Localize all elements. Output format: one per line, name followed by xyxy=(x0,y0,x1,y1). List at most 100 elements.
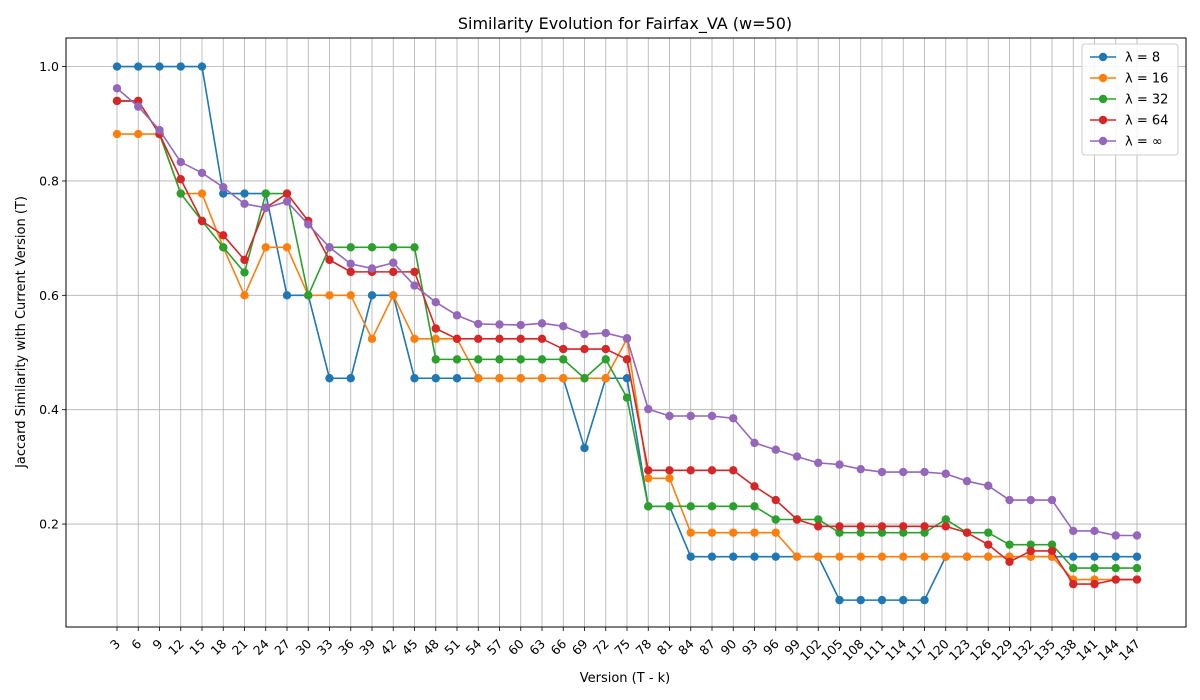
data-point xyxy=(941,522,950,531)
data-point xyxy=(686,411,695,421)
data-point xyxy=(665,474,674,483)
x-tick-label: 45 xyxy=(399,636,421,658)
data-point xyxy=(367,334,377,343)
data-point xyxy=(1047,540,1057,549)
data-point xyxy=(537,334,547,343)
data-point xyxy=(750,482,759,491)
data-point xyxy=(941,552,950,561)
legend-item: λ = 64 xyxy=(1090,114,1168,129)
data-point xyxy=(835,552,844,561)
data-point xyxy=(962,528,972,537)
data-point xyxy=(431,334,440,343)
x-tick-label: 48 xyxy=(420,636,442,658)
data-point xyxy=(431,355,440,364)
data-point xyxy=(516,355,525,364)
data-point xyxy=(644,404,653,414)
data-point xyxy=(750,502,759,511)
data-point xyxy=(835,460,844,469)
x-tick-label: 39 xyxy=(356,636,378,658)
data-point xyxy=(367,243,377,252)
x-tick-label: 78 xyxy=(633,636,655,658)
y-axis-label: Jaccard Similarity with Current Version … xyxy=(14,196,29,469)
data-point xyxy=(134,129,143,139)
x-tick-label: 3 xyxy=(107,636,123,652)
data-point xyxy=(622,355,632,364)
data-point xyxy=(686,466,695,475)
data-point xyxy=(304,291,313,300)
data-point xyxy=(580,330,589,339)
data-point xyxy=(261,243,270,252)
data-point xyxy=(240,189,249,198)
data-point xyxy=(452,374,462,383)
data-point xyxy=(899,595,908,605)
data-point xyxy=(346,259,355,269)
data-point xyxy=(686,502,695,511)
legend: λ = 8 λ = 16 λ = 32 λ = 64 λ = ∞ xyxy=(1081,43,1179,156)
data-point xyxy=(176,189,185,198)
data-point xyxy=(580,374,589,383)
data-point xyxy=(474,319,483,329)
series-4 xyxy=(112,96,1142,589)
data-point xyxy=(601,328,610,338)
plot-area xyxy=(65,37,1187,628)
x-tick-label: 69 xyxy=(569,636,591,658)
data-point xyxy=(707,411,717,421)
data-point xyxy=(580,443,589,453)
data-point xyxy=(771,495,780,505)
data-point xyxy=(707,466,717,475)
data-point xyxy=(516,320,525,330)
data-point xyxy=(877,467,887,477)
data-point xyxy=(325,255,334,265)
data-point xyxy=(750,552,759,561)
x-tick-label: 57 xyxy=(484,636,506,658)
x-tick-label: 63 xyxy=(526,636,548,658)
data-point xyxy=(1069,563,1078,573)
data-point xyxy=(112,62,122,71)
data-point xyxy=(431,374,440,383)
data-point xyxy=(219,243,228,252)
data-point xyxy=(1047,495,1057,505)
data-point xyxy=(346,291,355,300)
legend-marker xyxy=(1098,94,1108,104)
legend-marker xyxy=(1098,115,1108,125)
y-axis: 0.2 0.4 0.6 0.8 1.0 xyxy=(39,59,66,532)
data-point xyxy=(261,203,270,213)
data-point xyxy=(962,552,972,561)
data-point xyxy=(410,243,419,252)
data-point xyxy=(282,291,292,300)
x-tick-label: 72 xyxy=(590,636,612,658)
data-point xyxy=(1132,563,1142,573)
data-point xyxy=(644,502,653,511)
data-point xyxy=(219,183,228,192)
data-point xyxy=(474,355,483,364)
y-tick-label: 0.2 xyxy=(39,517,59,532)
data-point xyxy=(814,552,823,561)
data-point xyxy=(984,552,993,561)
data-point xyxy=(367,264,377,273)
data-point xyxy=(559,344,568,354)
legend-label: λ = ∞ xyxy=(1125,135,1163,150)
data-point xyxy=(707,552,717,561)
data-point xyxy=(750,438,759,448)
data-point xyxy=(877,522,887,531)
data-point xyxy=(537,319,547,328)
data-point xyxy=(899,467,908,477)
legend-label: λ = 64 xyxy=(1125,114,1168,129)
data-point xyxy=(920,522,929,531)
data-point xyxy=(537,355,547,364)
data-point xyxy=(495,355,504,364)
x-tick-label: 27 xyxy=(271,636,293,658)
data-point xyxy=(792,552,802,561)
data-point xyxy=(1111,575,1120,584)
legend-label: λ = 8 xyxy=(1125,51,1160,66)
x-axis: 3 6 9 12 15 18 21 24 27 30 33 36 39 42 45 48 51 54 57 60 63 6… xyxy=(107,627,1143,664)
data-point xyxy=(389,267,398,277)
data-point xyxy=(134,102,143,111)
legend-marker xyxy=(1098,73,1108,83)
x-tick-label: 66 xyxy=(548,636,570,658)
data-point xyxy=(1111,552,1120,561)
data-point xyxy=(835,522,844,531)
data-point xyxy=(1005,540,1014,549)
data-point xyxy=(941,515,950,524)
data-point xyxy=(261,189,270,198)
